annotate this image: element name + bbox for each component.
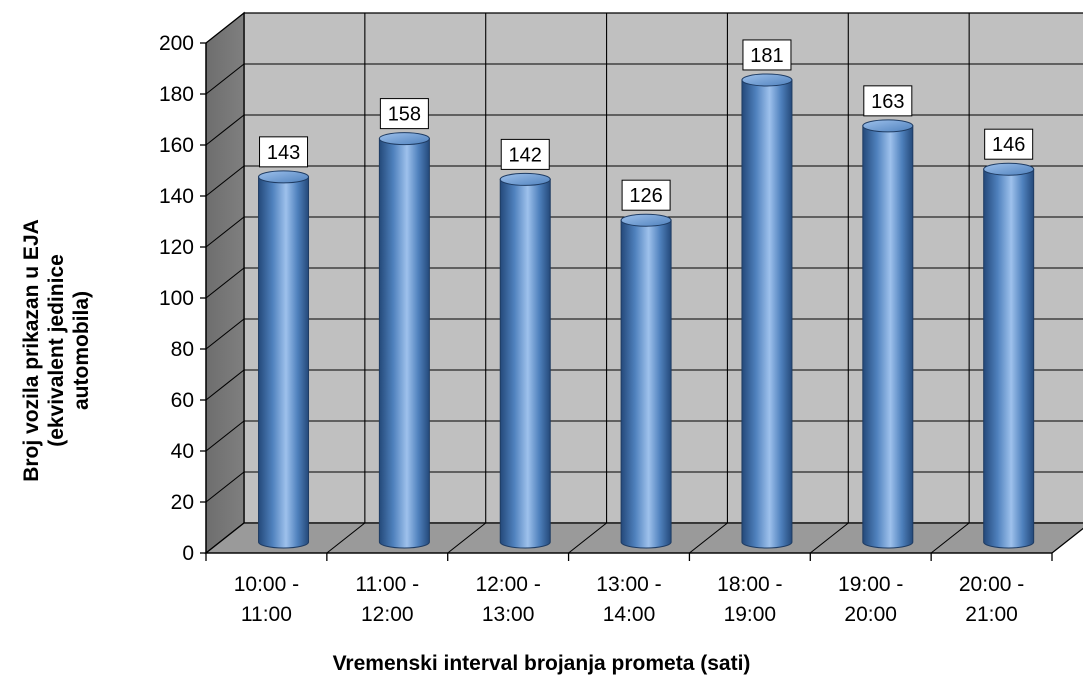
x-tick-label: 19:00 [724,603,777,626]
floor-divider [809,522,849,554]
gridline-side [205,471,245,503]
x-axis-title: Vremenski interval brojanja prometa (sat… [332,652,751,675]
floor-divider [930,522,970,554]
x-tick-label: 20:00 - [959,573,1024,596]
y-tick-label: 80 [171,338,194,361]
x-tick-label: 21:00 [965,603,1018,626]
floor-divider [326,522,366,554]
y-tick-label: 0 [182,542,194,565]
bar [741,73,793,549]
y-tick-label: 100 [159,287,194,310]
y-axis-title: Broj vozila prikazan u EJA (ekvivalent j… [6,150,106,550]
gridline-side [205,165,245,197]
bar [620,213,672,549]
y-tick-label: 200 [159,32,194,55]
data-label: 146 [992,134,1025,156]
data-label-box [742,39,792,71]
data-label-box [863,85,913,117]
floor-divider [568,522,607,554]
gridline-side [205,420,245,452]
data-label-box [984,128,1034,160]
data-label-box [621,179,671,211]
x-tick-label: 11:00 - [355,573,419,596]
x-tick-label: 19:00 - [838,573,903,596]
y-tick-label: 20 [171,491,194,514]
data-label: 163 [871,91,904,113]
floor-divider [689,522,728,554]
y-tick-label: 160 [159,134,194,157]
gridline-side [205,369,245,401]
data-label: 142 [509,144,542,166]
data-label: 143 [267,142,300,164]
gridline-side [205,267,245,299]
data-label-box [259,136,309,168]
gridline-side [205,114,245,146]
x-tick-label: 13:00 - [596,573,661,596]
bar [258,170,310,549]
data-label-box [379,98,429,130]
data-label: 158 [388,104,421,126]
gridline-side [205,318,245,350]
bar [378,132,430,549]
data-label: 181 [750,45,783,67]
y-axis-title-line-2: (ekvivalent jedinice [44,253,68,447]
x-tick-label: 10:00 - [234,573,299,596]
x-tick-label: 12:00 - [475,573,540,596]
x-tick-label: 18:00 - [717,573,782,596]
x-tick-label: 14:00 [603,603,656,626]
y-axis-title-line-3: automobila) [69,290,93,410]
bar [983,162,1035,549]
bar [862,119,914,549]
data-label-box [500,138,550,170]
x-tick-label: 20:00 [844,603,897,626]
gridline-side [205,216,245,248]
data-label: 126 [629,185,662,207]
x-tick-label: 12:00 [361,603,414,626]
y-axis-title-line-1: Broj vozila prikazan u EJA [19,218,43,482]
floor-divider [447,522,487,554]
x-tick-label: 11:00 [241,603,292,626]
bar [499,172,551,549]
gridline-side [205,63,245,95]
y-tick-label: 60 [171,389,194,412]
y-tick-label: 40 [171,440,194,463]
y-tick-label: 120 [159,236,194,259]
x-tick-label: 13:00 [482,603,535,626]
y-tick-label: 140 [159,185,194,208]
y-tick-label: 180 [159,83,194,106]
